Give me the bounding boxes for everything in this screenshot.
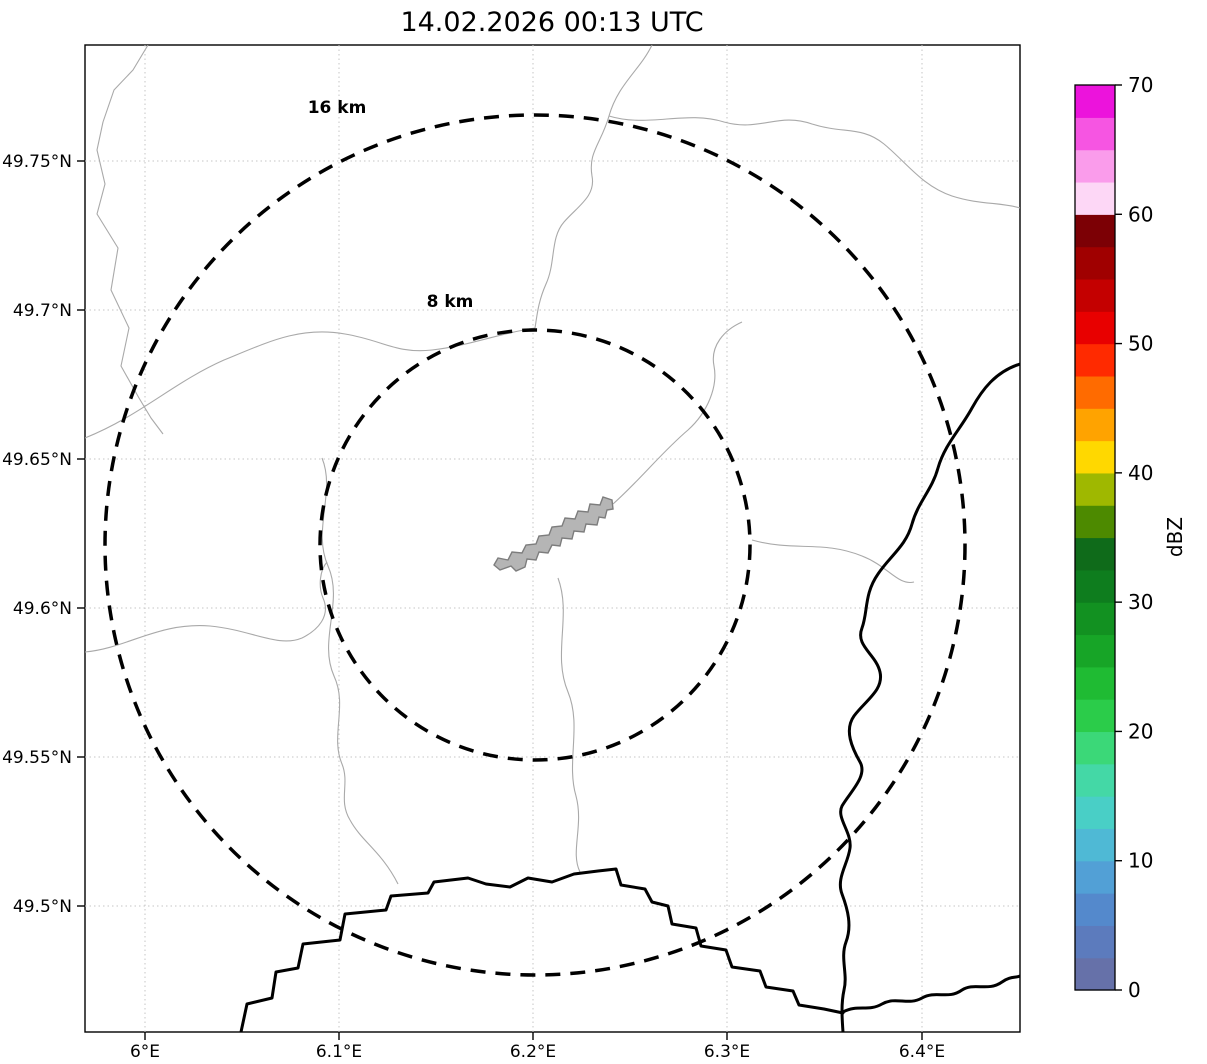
colorbar-segment bbox=[1075, 569, 1115, 603]
colorbar-segment bbox=[1075, 85, 1115, 118]
lat-lon-gridlines bbox=[85, 45, 1020, 1032]
colorbar-segment bbox=[1075, 311, 1115, 345]
range-ring-16km bbox=[103, 113, 967, 977]
colorbar-segment bbox=[1075, 893, 1115, 926]
colorbar-segment bbox=[1075, 860, 1115, 894]
colorbar-segment bbox=[1075, 699, 1115, 733]
urban-area-polygon bbox=[493, 496, 614, 572]
colorbar-tick-label: 40 bbox=[1128, 461, 1153, 485]
x-tick-label: 6°E bbox=[130, 1042, 160, 1062]
y-tick-label: 49.55°N bbox=[2, 748, 72, 768]
admin-line bbox=[349, 819, 399, 885]
range-ring-8km bbox=[318, 328, 752, 762]
y-tick-label: 49.65°N bbox=[2, 450, 72, 470]
colorbar-segment bbox=[1075, 537, 1115, 571]
range-ring-8km-label: 8 km bbox=[427, 292, 474, 312]
colorbar-segment bbox=[1075, 343, 1115, 377]
colorbar-segment bbox=[1075, 957, 1115, 991]
axis-ticks-and-labels: 6°E 6.1°E 6.2°E 6.3°E 6.4°E 49.75°N 49.7°N 49.6… bbox=[2, 152, 945, 1062]
colorbar-segment bbox=[1075, 408, 1115, 442]
admin-line bbox=[85, 561, 328, 653]
y-tick-label: 49.75°N bbox=[2, 152, 72, 172]
admin-line bbox=[751, 539, 915, 584]
colorbar-tick-label: 70 bbox=[1128, 73, 1153, 97]
figure-title: 14.02.2026 00:13 UTC bbox=[400, 7, 703, 38]
admin-line bbox=[608, 115, 1020, 209]
admin-line bbox=[321, 457, 351, 821]
range-ring-16km-label: 16 km bbox=[308, 98, 367, 118]
country-border-lines bbox=[239, 362, 1020, 1032]
admin-line bbox=[557, 577, 581, 873]
colorbar-segment bbox=[1075, 602, 1115, 636]
colorbar-segment bbox=[1075, 181, 1115, 215]
colorbar-tick-label: 0 bbox=[1128, 978, 1141, 1002]
admin-line bbox=[534, 45, 653, 329]
admin-boundary-lines bbox=[85, 45, 1020, 885]
x-tick-label: 6.4°E bbox=[899, 1042, 945, 1062]
colorbar-segment bbox=[1075, 214, 1115, 248]
y-tick-label: 49.6°N bbox=[13, 599, 72, 619]
border-river-southeast bbox=[841, 974, 1020, 1014]
colorbar-segment bbox=[1075, 246, 1115, 280]
colorbar-frame bbox=[1074, 84, 1116, 991]
border-south bbox=[239, 867, 845, 1032]
border-river-east bbox=[838, 362, 1020, 1032]
colorbar-segment bbox=[1075, 796, 1115, 829]
colorbar-tick-label: 20 bbox=[1128, 719, 1153, 743]
x-tick-label: 6.3°E bbox=[704, 1042, 750, 1062]
colorbar-tick-label: 50 bbox=[1128, 332, 1153, 356]
colorbar: 0 10 20 30 40 50 60 70 dBZ bbox=[1074, 73, 1187, 1002]
colorbar-segment bbox=[1075, 634, 1115, 668]
colorbar-segment bbox=[1075, 731, 1115, 765]
x-tick-label: 6.2°E bbox=[510, 1042, 556, 1062]
y-tick-label: 49.7°N bbox=[13, 301, 72, 321]
colorbar-segment bbox=[1075, 472, 1115, 506]
colorbar-segment bbox=[1075, 828, 1115, 862]
colorbar-segment bbox=[1075, 666, 1115, 700]
colorbar-tick-label: 10 bbox=[1128, 849, 1153, 873]
colorbar-segment bbox=[1075, 149, 1115, 183]
colorbar-segment bbox=[1075, 505, 1115, 539]
x-tick-label: 6.1°E bbox=[316, 1042, 362, 1062]
map-features bbox=[85, 45, 1020, 1032]
colorbar-segments bbox=[1075, 85, 1115, 991]
colorbar-segment bbox=[1075, 278, 1115, 312]
colorbar-ticks: 0 10 20 30 40 50 60 70 bbox=[1115, 73, 1153, 1002]
admin-line bbox=[612, 321, 743, 505]
y-tick-label: 49.5°N bbox=[13, 897, 72, 917]
colorbar-segment bbox=[1075, 763, 1115, 797]
admin-line bbox=[96, 45, 164, 435]
colorbar-segment bbox=[1075, 925, 1115, 959]
colorbar-segment bbox=[1075, 375, 1115, 409]
colorbar-tick-label: 30 bbox=[1128, 590, 1153, 614]
colorbar-tick-label: 60 bbox=[1128, 202, 1153, 226]
colorbar-segment bbox=[1075, 117, 1115, 151]
admin-line bbox=[85, 327, 536, 439]
colorbar-segment bbox=[1075, 440, 1115, 474]
colorbar-unit-label: dBZ bbox=[1163, 517, 1187, 557]
